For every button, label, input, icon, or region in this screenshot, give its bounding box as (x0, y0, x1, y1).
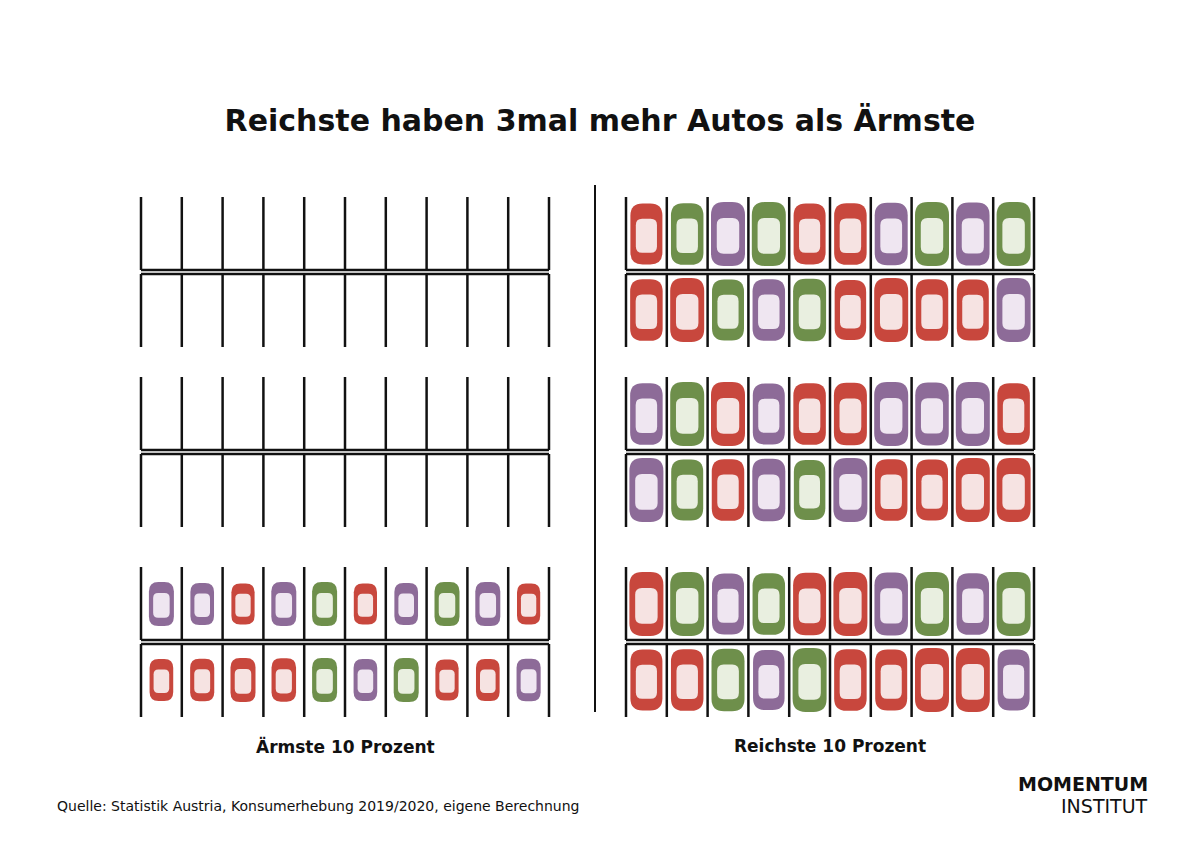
svg-text:Quelle: Statistik Austria, Kon: Quelle: Statistik Austria, Konsumerhebun… (57, 798, 579, 814)
svg-text:MOMENTUM: MOMENTUM (1018, 773, 1148, 795)
svg-text:Reichste 10 Prozent: Reichste 10 Prozent (734, 736, 926, 756)
svg-text:Ärmste 10 Prozent: Ärmste 10 Prozent (256, 736, 435, 757)
svg-text:Reichste haben 3mal mehr Autos: Reichste haben 3mal mehr Autos als Ärmst… (225, 103, 976, 138)
svg-text:INSTITUT: INSTITUT (1061, 795, 1148, 817)
